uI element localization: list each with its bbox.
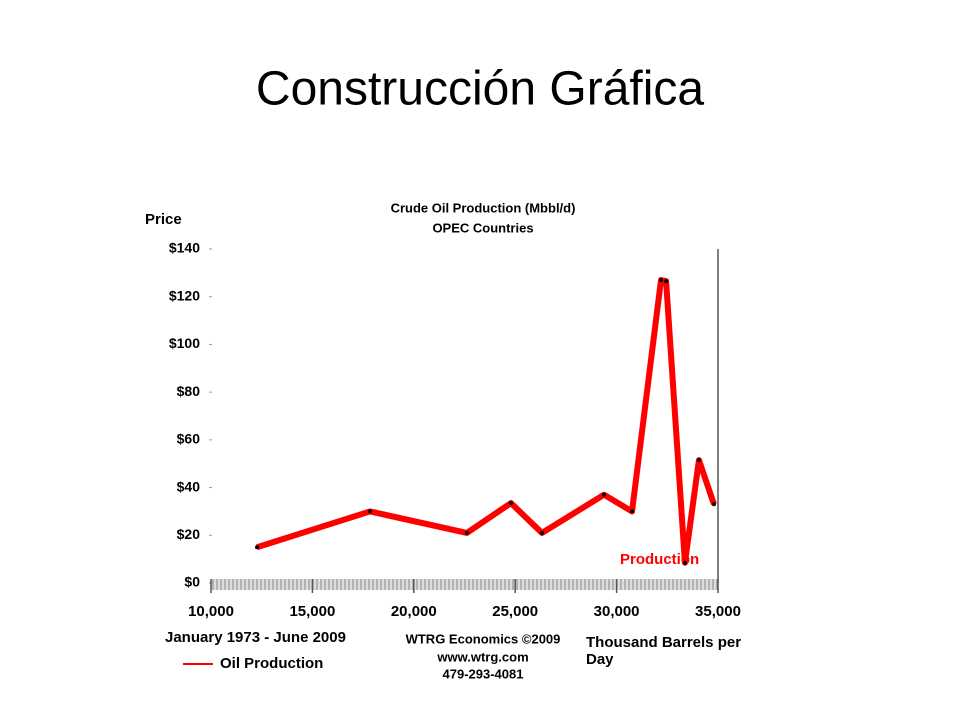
x-tick-label: 15,000 bbox=[289, 603, 335, 620]
data-point bbox=[539, 530, 544, 535]
data-point bbox=[508, 501, 513, 506]
data-point bbox=[464, 530, 469, 535]
x-tick-label: 35,000 bbox=[695, 603, 741, 620]
x-tick-label: 25,000 bbox=[492, 603, 538, 620]
data-point bbox=[664, 279, 669, 284]
y-tick-label: $140 bbox=[169, 240, 200, 256]
slide-title: Construcción Gráfica bbox=[256, 63, 704, 116]
data-point bbox=[682, 560, 687, 565]
annotation: Production bbox=[620, 551, 699, 568]
x-tick-label: 10,000 bbox=[188, 603, 234, 620]
data-point bbox=[602, 492, 607, 497]
data-point bbox=[659, 278, 664, 283]
y-axis-label: Price bbox=[145, 211, 182, 228]
source: www.wtrg.com bbox=[436, 649, 528, 664]
source: 479-293-4081 bbox=[443, 666, 524, 681]
chart-title: Crude Oil Production (Mbbl/d) bbox=[391, 200, 576, 215]
x-axis-band bbox=[211, 579, 718, 590]
legend-label: Oil Production bbox=[220, 655, 323, 672]
data-line bbox=[256, 277, 717, 566]
source: WTRG Economics ©2009 bbox=[406, 631, 561, 646]
data-point bbox=[630, 509, 635, 514]
data-point bbox=[696, 458, 701, 463]
y-tick-label: $80 bbox=[177, 383, 201, 399]
y-tick-label: $40 bbox=[177, 478, 201, 494]
y-tick-label: $120 bbox=[169, 287, 200, 303]
y-tick-label: $100 bbox=[169, 335, 200, 351]
data-point bbox=[711, 502, 716, 507]
y-tick-label: $0 bbox=[184, 574, 200, 590]
y-tick-label: $20 bbox=[177, 526, 201, 542]
y-tick-label: $60 bbox=[177, 431, 201, 447]
x-axis-label: Thousand Barrels per Day bbox=[586, 634, 742, 668]
period: January 1973 - June 2009 bbox=[165, 629, 346, 646]
x-tick-label: 20,000 bbox=[391, 603, 437, 620]
chart-subtitle: OPEC Countries bbox=[432, 220, 533, 235]
x-tick-label: 30,000 bbox=[594, 603, 640, 620]
data-point bbox=[255, 545, 260, 550]
data-point bbox=[367, 509, 372, 514]
